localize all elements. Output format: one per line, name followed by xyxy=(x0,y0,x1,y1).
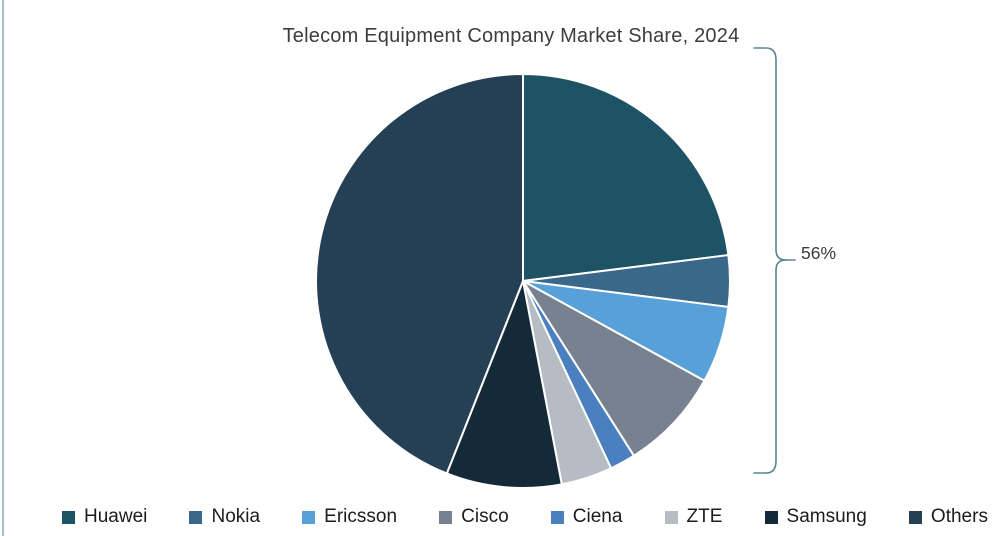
legend: Huawei Nokia Ericsson Cisco Ciena ZTE Samsung O… xyxy=(62,506,988,528)
legend-label: Ericsson xyxy=(324,506,398,527)
legend-label: Ciena xyxy=(572,506,623,527)
bracket-bottom-half xyxy=(753,259,787,474)
legend-item-cisco: Cisco xyxy=(439,506,509,528)
pie-slice-others xyxy=(315,73,524,475)
legend-swatch-ciena xyxy=(550,510,564,524)
legend-item-nokia: Nokia xyxy=(189,506,260,528)
legend-swatch-cisco xyxy=(439,510,453,524)
bracket-label: 56% xyxy=(801,243,837,263)
legend-label: Others xyxy=(930,506,988,527)
bracket-top-half xyxy=(753,47,796,261)
pie-slice-cisco xyxy=(522,280,706,457)
bracket-annotation xyxy=(753,47,796,474)
pie-slices xyxy=(315,73,731,489)
legend-label: ZTE xyxy=(686,506,723,527)
legend-label: Huawei xyxy=(84,506,148,527)
pie-slice-huawei xyxy=(522,73,730,282)
legend-label: Nokia xyxy=(211,506,261,527)
legend-swatch-zte xyxy=(664,510,678,524)
legend-swatch-others xyxy=(908,510,922,524)
legend-label: Samsung xyxy=(786,506,867,527)
legend-item-huawei: Huawei xyxy=(62,506,147,528)
legend-item-others: Others xyxy=(908,506,988,528)
legend-swatch-samsung xyxy=(764,510,778,524)
legend-item-ciena: Ciena xyxy=(550,506,623,528)
legend-label: Cisco xyxy=(461,506,509,527)
legend-swatch-huawei xyxy=(62,510,75,524)
legend-swatch-nokia xyxy=(189,510,203,524)
legend-swatch-ericsson xyxy=(302,510,316,524)
left-edge-line xyxy=(2,0,4,536)
legend-item-samsung: Samsung xyxy=(764,506,867,528)
chart-title: Telecom Equipment Company Market Share, … xyxy=(282,25,740,47)
pie-slice-samsung xyxy=(445,280,563,489)
legend-item-ericsson: Ericsson xyxy=(302,506,397,528)
legend-item-zte: ZTE xyxy=(664,506,723,528)
